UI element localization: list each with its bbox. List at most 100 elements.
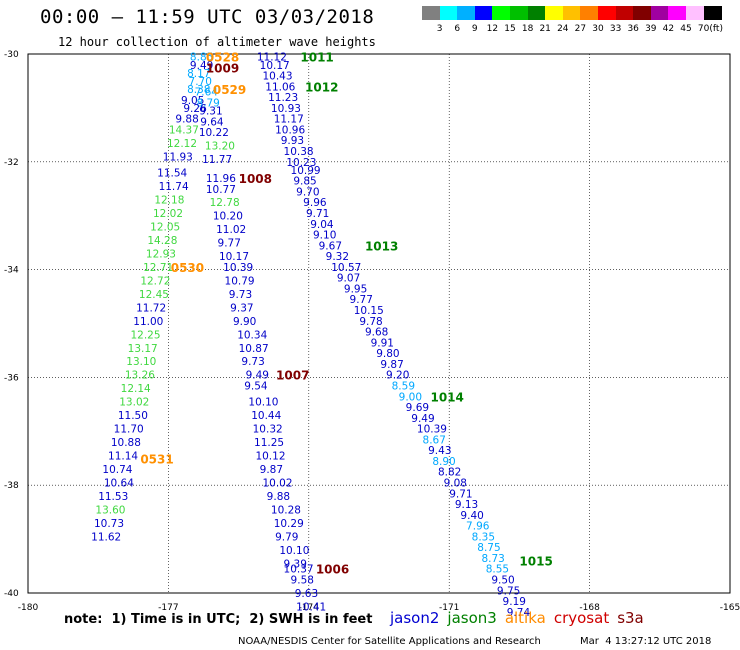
wave-height-label: 9.49 <box>246 370 269 382</box>
x-tick-label: -171 <box>439 603 459 613</box>
time-annotation: 0531 <box>140 452 173 466</box>
wave-height-label: 10.57 <box>331 262 361 274</box>
colorbar-label: 30 <box>592 24 604 34</box>
wave-height-label: 9.96 <box>303 197 327 209</box>
wave-height-label: 10.93 <box>271 103 301 115</box>
colorbar-label: 3 <box>436 24 443 34</box>
wave-height-label: 9.90 <box>233 316 256 328</box>
colorbar-swatch <box>422 6 441 20</box>
wave-height-label: 12.78 <box>210 197 240 209</box>
wave-height-label: 11.02 <box>216 224 246 236</box>
wave-height-label: 8.35 <box>472 531 495 543</box>
wave-height-label: 12.93 <box>146 248 176 260</box>
wave-height-label: 9.31 <box>199 106 222 118</box>
wave-height-label: 10.22 <box>199 127 229 139</box>
wave-height-label: 11.93 <box>163 151 193 163</box>
wave-height-label: 9.05 <box>181 95 204 107</box>
colorbar-label: 18 <box>521 24 534 34</box>
y-tick-label: -30 <box>4 50 19 60</box>
x-tick-label: -165 <box>720 603 740 613</box>
wave-height-label: 10.23 <box>286 157 316 169</box>
wave-height-label: 9.68 <box>365 327 388 339</box>
y-tick-label: -34 <box>4 266 19 276</box>
wave-height-label: 9.93 <box>281 135 304 147</box>
time-annotation: 0530 <box>171 261 204 275</box>
time-annotation: 1012 <box>305 80 338 94</box>
wave-height-label: 10.10 <box>279 545 309 557</box>
wave-height-label: 10.39 <box>223 262 253 274</box>
wave-height-label: 12.18 <box>154 195 184 207</box>
colorbar-label: 9 <box>471 24 478 34</box>
colorbar-swatch <box>439 6 458 20</box>
wave-height-label: 10.74 <box>102 464 132 476</box>
time-annotation: 1006 <box>316 563 349 577</box>
wave-height-label: 9.26 <box>183 103 207 115</box>
wave-height-label: 8.55 <box>486 564 509 576</box>
time-annotation: 1008 <box>239 172 272 186</box>
wave-height-label: 8.79 <box>196 98 219 110</box>
wave-height-label: 13.26 <box>125 370 155 382</box>
wave-height-label: 11.96 <box>206 173 236 185</box>
generated-timestamp: Mar 4 13:27:12 UTC 2018 <box>580 636 712 647</box>
colorbar-swatch <box>545 6 564 20</box>
wave-height-label: 11.14 <box>108 451 138 463</box>
colorbar-label: 33 <box>609 24 622 34</box>
colorbar-swatch <box>474 6 493 20</box>
legend-entry-s3a: s3a <box>617 609 644 627</box>
wave-height-label: 10.38 <box>284 146 314 158</box>
wave-height-label: 9.69 <box>406 402 429 414</box>
colorbar-swatch <box>633 6 652 20</box>
wave-height-label: 13.10 <box>126 356 156 368</box>
wave-height-label: 9.73 <box>241 356 264 368</box>
wave-height-label: 10.79 <box>225 275 255 287</box>
wave-height-label: 10.10 <box>248 397 278 409</box>
wave-height-label: 9.07 <box>337 273 360 285</box>
wave-height-label: 9.19 <box>503 596 526 608</box>
colorbar-swatch <box>580 6 599 20</box>
wave-height-label: 9.79 <box>275 531 298 543</box>
colorbar-swatch <box>598 6 617 20</box>
wave-height-label: 9.13 <box>455 499 478 511</box>
wave-height-label: 8.90 <box>432 456 455 468</box>
x-tick-label: -177 <box>158 603 178 613</box>
wave-height-label: 10.41 <box>296 601 326 613</box>
wave-height-label: 10.02 <box>262 478 292 490</box>
wave-height-label: 11.74 <box>159 181 189 193</box>
legend-entry-cryosat: cryosat <box>553 609 610 627</box>
wave-height-label: 9.73 <box>229 289 252 301</box>
wave-height-label: 9.37 <box>230 302 253 314</box>
satellite-legend: jason2 jason3 altika cryosat s3a <box>390 609 652 627</box>
wave-height-label: 9.63 <box>295 588 318 600</box>
wave-height-label: 8.85 <box>190 52 213 64</box>
legend-entry-jason2: jason2 <box>390 609 440 627</box>
wave-height-label: 9.77 <box>350 294 373 306</box>
wave-height-label: 9.39 <box>284 558 307 570</box>
wave-height-label: 11.54 <box>157 168 187 180</box>
wave-height-label: 11.12 <box>257 52 287 64</box>
legend-entry-jason3: jason3 <box>447 609 497 627</box>
wave-height-label: 12.45 <box>139 289 169 301</box>
y-tick-label: -36 <box>4 373 19 383</box>
colorbar-unit: (ft) <box>709 24 723 34</box>
colorbar-swatch <box>457 6 476 20</box>
wave-height-label: 9.20 <box>386 370 409 382</box>
wave-height-label: 9.78 <box>359 316 382 328</box>
wave-height-label: 14.37 <box>169 124 199 136</box>
time-annotation: 0529 <box>213 83 246 97</box>
colorbar-swatch <box>492 6 511 20</box>
wave-height-label: 10.28 <box>271 504 301 516</box>
colorbar-label: 12 <box>486 24 499 34</box>
wave-height-label: 10.32 <box>253 424 283 436</box>
wave-height-label: 11.06 <box>265 81 295 93</box>
wave-height-label: 10.96 <box>275 124 305 136</box>
wave-height-label: 10.17 <box>219 251 249 263</box>
wave-height-label: 10.37 <box>284 564 314 576</box>
wave-height-label: 9.87 <box>380 359 403 371</box>
wave-height-label: 10.77 <box>206 184 236 196</box>
wave-height-label: 10.64 <box>104 478 134 490</box>
colorbar-label: 21 <box>539 24 551 34</box>
y-tick-label: -32 <box>4 158 19 168</box>
wave-height-label: 12.02 <box>153 208 183 220</box>
colorbar-label: 6 <box>454 24 461 34</box>
